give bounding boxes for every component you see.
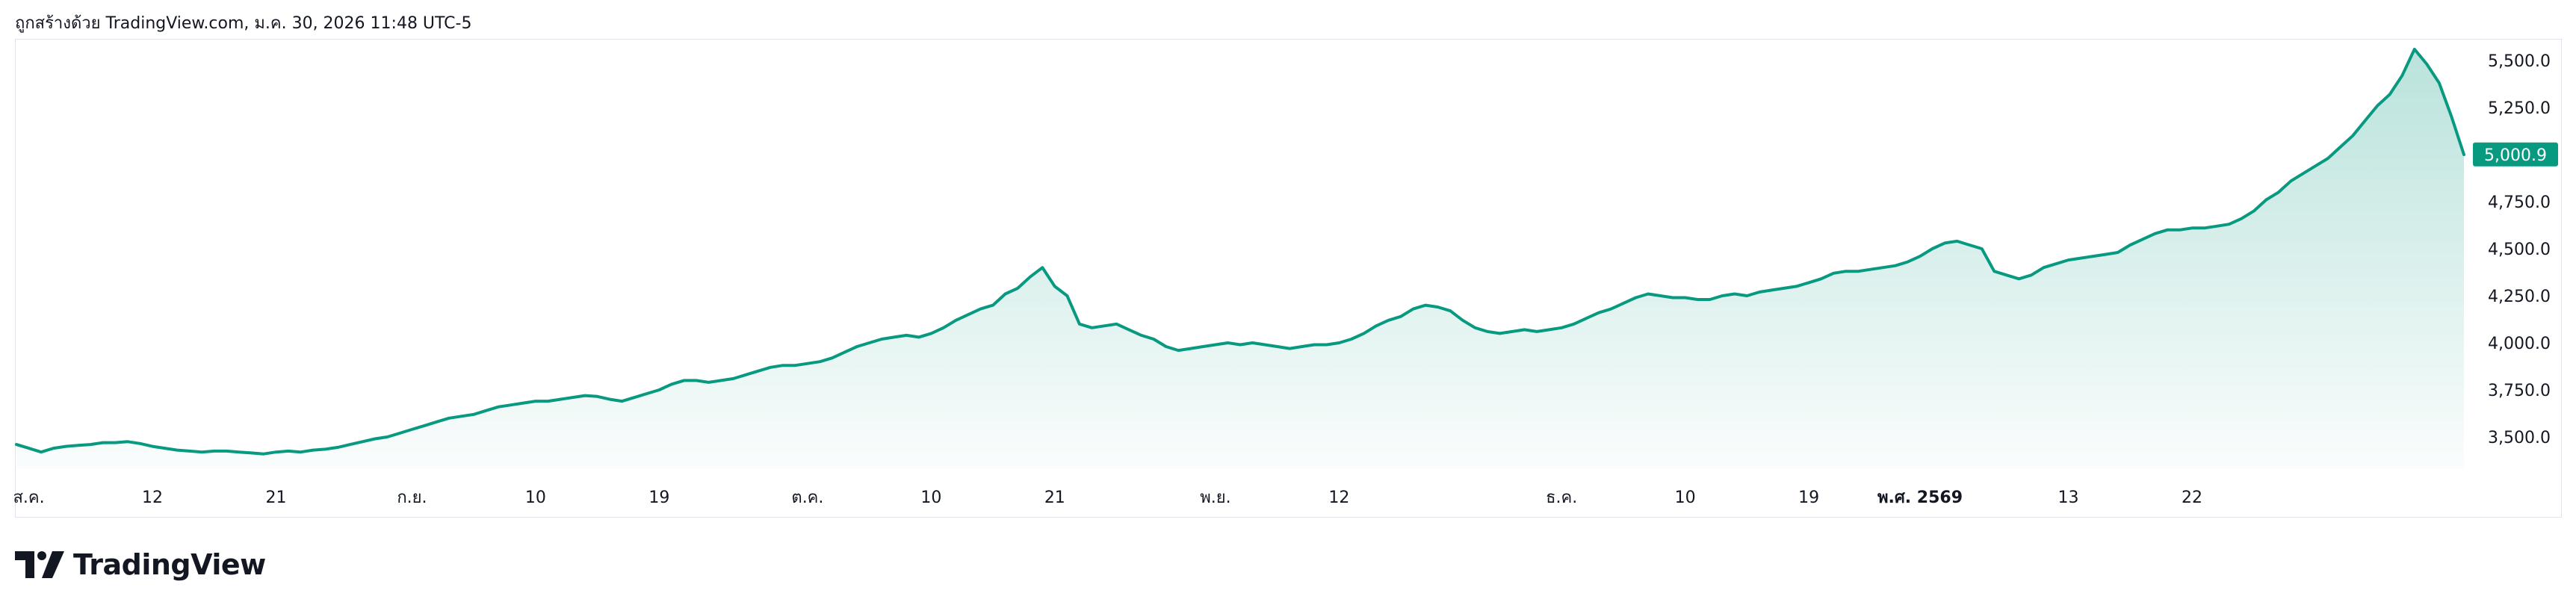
x-tick-label: ก.ย. bbox=[397, 488, 427, 507]
price-area-fill bbox=[16, 49, 2464, 469]
x-tick-label: 10 bbox=[1675, 488, 1696, 507]
x-tick-label: 10 bbox=[525, 488, 546, 507]
y-tick-label: 5,500.0 bbox=[2488, 52, 2551, 71]
y-tick-label: 4,750.0 bbox=[2488, 193, 2551, 212]
y-tick-label: 3,500.0 bbox=[2488, 429, 2551, 447]
x-tick-label: 10 bbox=[920, 488, 941, 507]
x-tick-label: ส.ค. bbox=[13, 488, 44, 507]
y-tick-label: 3,750.0 bbox=[2488, 382, 2551, 400]
tradingview-logo[interactable]: TradingView bbox=[15, 545, 266, 584]
y-tick-label: 4,500.0 bbox=[2488, 241, 2551, 259]
y-tick-label: 5,250.0 bbox=[2488, 99, 2551, 118]
x-axis: ส.ค. 12 21 ก.ย. 10 19 ต.ค. 10 21 พ.ย. 12 ธ.ค. 10 19 พ.… bbox=[13, 488, 2202, 507]
y-tick-label: 4,000.0 bbox=[2488, 335, 2551, 353]
x-tick-label: พ.ศ. 2569 bbox=[1877, 488, 1963, 507]
last-price-label: 5,000.9 bbox=[2484, 146, 2547, 165]
last-price-badge: 5,000.9 bbox=[2473, 142, 2558, 167]
price-chart[interactable]: 3,500.0 3,750.0 4,000.0 4,250.0 4,500.0 4,750… bbox=[0, 0, 2576, 523]
x-tick-label: 19 bbox=[1798, 488, 1819, 507]
x-tick-label: ธ.ค. bbox=[1546, 488, 1577, 507]
chart-frame bbox=[15, 39, 2562, 518]
price-line[interactable] bbox=[15, 47, 2465, 456]
x-tick-label: ต.ค. bbox=[791, 488, 823, 507]
x-tick-label: 13 bbox=[2058, 488, 2079, 507]
x-tick-label: 19 bbox=[648, 488, 669, 507]
x-tick-label: 21 bbox=[1044, 488, 1065, 507]
tradingview-logo-text: TradingView bbox=[73, 548, 266, 581]
y-tick-label: 4,250.0 bbox=[2488, 288, 2551, 306]
x-tick-label: 12 bbox=[1328, 488, 1349, 507]
x-tick-label: 21 bbox=[265, 488, 286, 507]
tradingview-logo-icon bbox=[15, 551, 64, 578]
x-tick-label: 22 bbox=[2182, 488, 2202, 507]
x-tick-label: พ.ย. bbox=[1200, 488, 1230, 507]
y-axis: 3,500.0 3,750.0 4,000.0 4,250.0 4,500.0 4,750… bbox=[2488, 52, 2551, 447]
last-price-badge-bg bbox=[2473, 142, 2558, 167]
x-tick-label: 12 bbox=[142, 488, 163, 507]
chart-caption: ถูกสร้างด้วย TradingView.com, ม.ค. 30, 2… bbox=[15, 14, 472, 33]
